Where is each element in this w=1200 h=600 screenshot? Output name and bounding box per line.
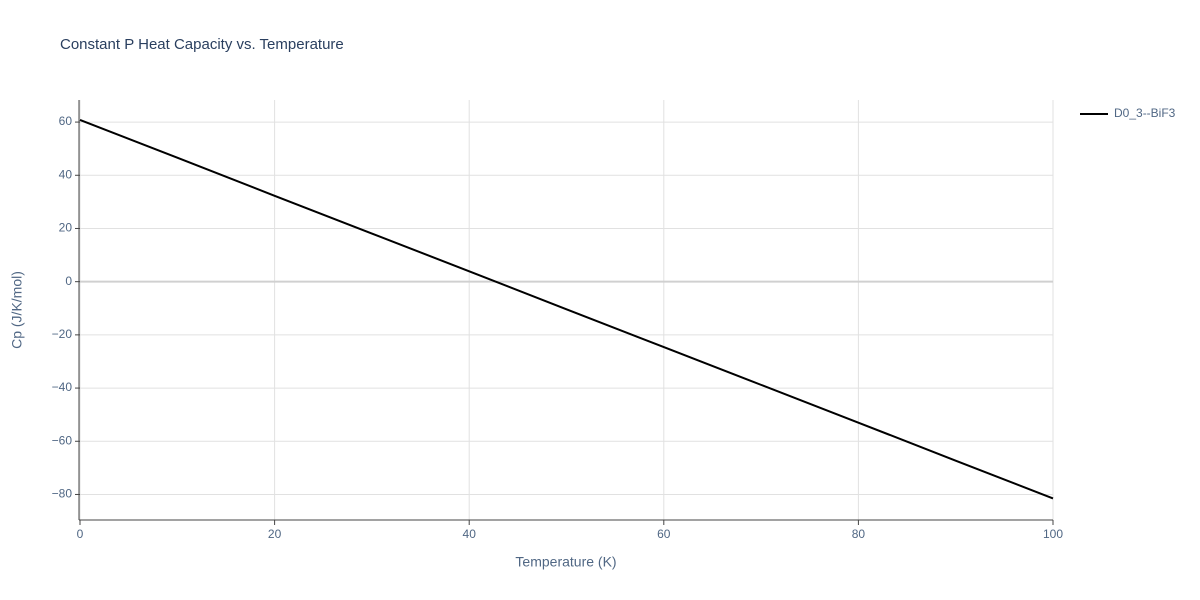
chart-title: Constant P Heat Capacity vs. Temperature <box>60 36 344 53</box>
x-tick-label: 0 <box>77 527 84 541</box>
data-line <box>79 119 1054 500</box>
y-tick-label: 40 <box>59 167 73 181</box>
x-tick-label: 80 <box>852 527 866 541</box>
x-tick-label: 40 <box>463 527 477 541</box>
y-tick-label: 0 <box>65 274 72 288</box>
y-tick-label: −20 <box>52 327 73 341</box>
y-tick-label: −80 <box>52 487 73 501</box>
y-tick-label: −60 <box>52 433 73 447</box>
y-tick-label: 60 <box>59 114 73 128</box>
y-axis-title: Cp (J/K/mol) <box>9 271 25 349</box>
y-tick-label: 20 <box>59 221 73 235</box>
x-tick-label: 60 <box>657 527 671 541</box>
legend-label: D0_3--BiF3 <box>1114 106 1176 120</box>
x-tick-label: 100 <box>1043 527 1063 541</box>
x-tick-label: 20 <box>268 527 282 541</box>
y-tick-label: −40 <box>52 380 73 394</box>
x-axis-title: Temperature (K) <box>515 554 616 570</box>
